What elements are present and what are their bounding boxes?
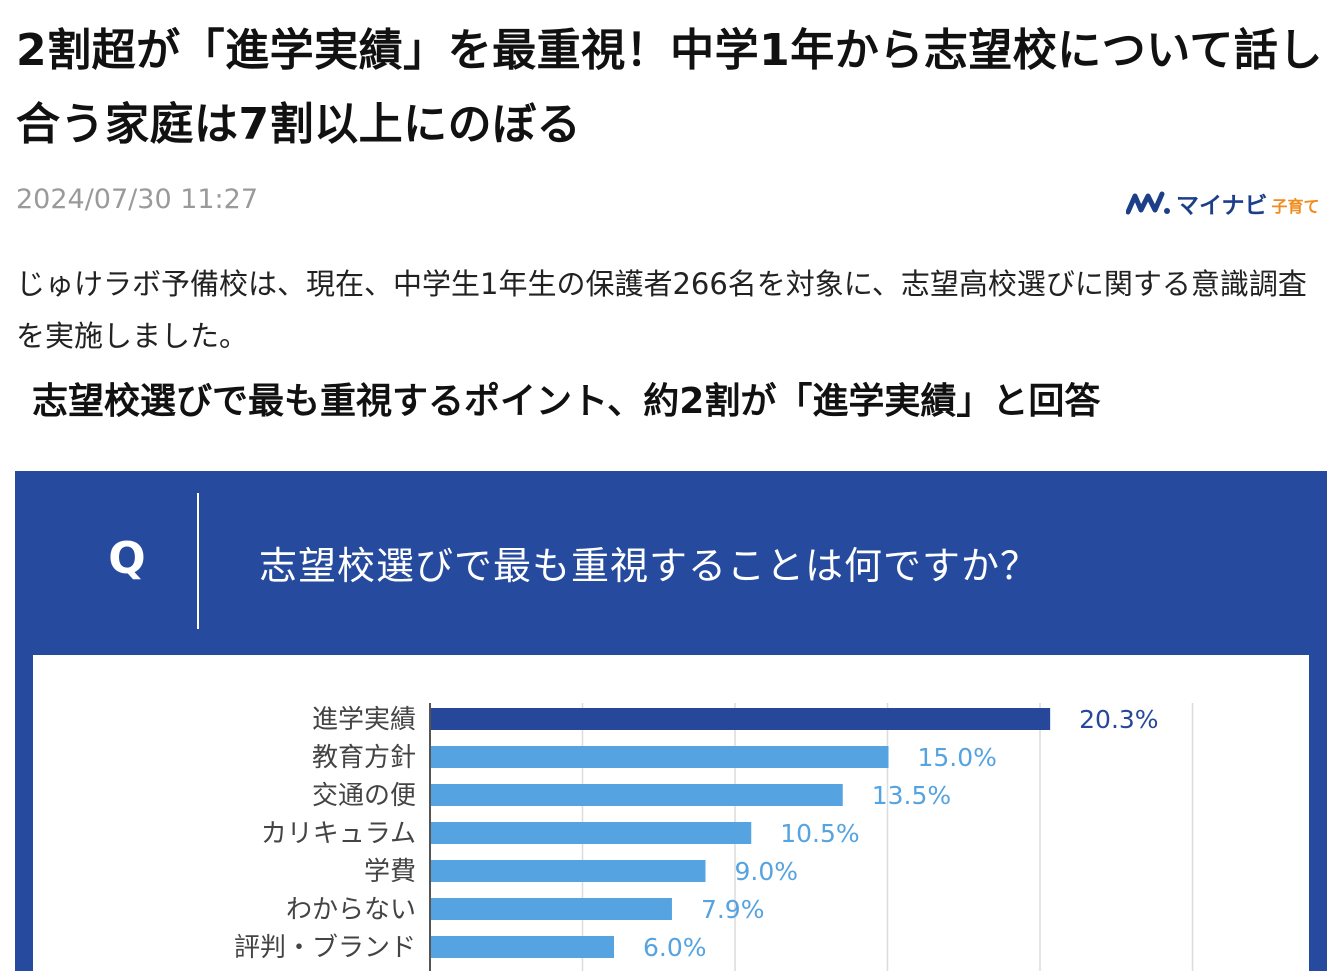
value-label: 7.9%	[701, 895, 765, 924]
question-divider	[197, 493, 199, 629]
category-label: わからない	[286, 895, 416, 925]
value-label: 9.0%	[735, 857, 799, 886]
category-label: 評判・ブランド	[234, 933, 416, 963]
bar-chart: 進学実績 20.3% 教育方針 15.0% 交通の便 13.5% カリキュラム 10.5% 学費…	[234, 703, 1194, 971]
bar	[431, 860, 706, 882]
bar	[431, 936, 614, 958]
value-label: 15.0%	[918, 743, 997, 772]
value-label: 6.0%	[643, 933, 707, 962]
value-label: 13.5%	[872, 781, 951, 810]
bar	[431, 708, 1051, 730]
question-label: Q	[108, 533, 146, 584]
publish-date: 2024/07/30 11:27	[16, 184, 259, 215]
bar	[431, 822, 752, 844]
lead-paragraph: じゅけラボ予備校は、現在、中学生1年生の保護者266名を対象に、志望高校選びに関…	[16, 267, 1307, 353]
bar	[431, 898, 672, 920]
category-label: カリキュラム	[261, 819, 416, 849]
mynavi-logo-icon	[1126, 191, 1170, 215]
bar	[431, 784, 843, 806]
value-label: 20.3%	[1079, 705, 1158, 734]
chart-panel: 進学実績 20.3% 教育方針 15.0% 交通の便 13.5% カリキュラム 10.5% 学費…	[33, 655, 1309, 971]
category-label: 交通の便	[312, 781, 416, 811]
logo-wordmark: マイナビ	[1176, 193, 1268, 219]
publisher-logo[interactable]: マイナビ 子育て	[1126, 186, 1320, 220]
logo-subtitle: 子育て	[1271, 197, 1320, 216]
bar	[431, 746, 889, 768]
question-text: 志望校選びで最も重視することは何ですか？	[259, 544, 1040, 588]
category-label: 進学実績	[312, 705, 416, 735]
article-headline: 2割超が「進学実績」を最重視！中学1年から志望校について話し合う家庭は7割以上に…	[16, 25, 1323, 150]
category-label: 学費	[364, 857, 416, 887]
section-heading: 志望校選びで最も重視するポイント、約2割が「進学実績」と回答	[32, 381, 1101, 422]
survey-figure: Q 志望校選びで最も重視することは何ですか？ 進学実績 20.3% 教育方針 15.0…	[15, 471, 1327, 971]
category-label: 教育方針	[312, 743, 416, 773]
value-label: 10.5%	[780, 819, 859, 848]
